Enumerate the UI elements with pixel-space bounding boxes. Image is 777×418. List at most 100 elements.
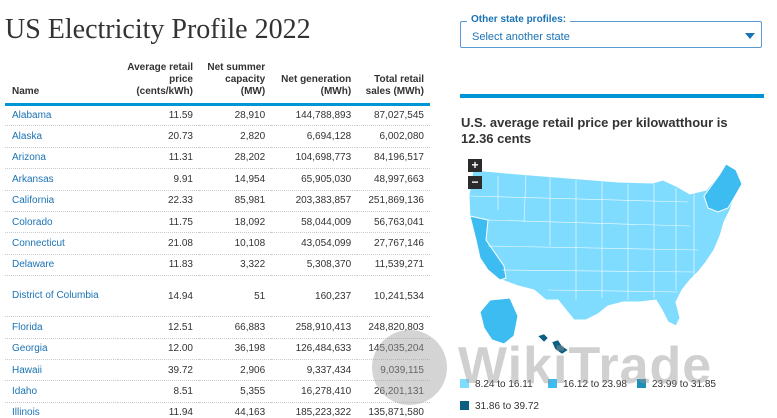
sales-cell: 26,201,131 bbox=[357, 380, 430, 403]
watermark: WikiTrade bbox=[372, 330, 772, 405]
generation-cell: 5,308,370 bbox=[271, 254, 358, 277]
table-row: Colorado 11.75 18,092 58,044,009 56,763,041 bbox=[5, 211, 430, 234]
price-cell: 11.31 bbox=[117, 147, 199, 170]
sales-cell: 145,035,204 bbox=[357, 338, 430, 360]
table-row: Idaho 8.51 5,355 16,278,410 26,201,131 bbox=[5, 380, 430, 403]
price-cell: 11.83 bbox=[117, 254, 199, 277]
generation-cell: 16,278,410 bbox=[271, 380, 358, 403]
section-divider bbox=[460, 94, 764, 98]
map-legend: 8.24 to 16.11 16.12 to 23.98 23.99 to 31… bbox=[460, 379, 765, 415]
state-link[interactable]: Idaho bbox=[5, 380, 118, 403]
table-row: Delaware 11.83 3,322 5,308,370 11,539,271 bbox=[5, 254, 430, 277]
select-legend: Other state profiles: bbox=[467, 14, 571, 25]
table-row: Arkansas 9.91 14,954 65,905,030 48,997,663 bbox=[5, 168, 430, 191]
capacity-cell: 18,092 bbox=[199, 211, 272, 234]
state-link[interactable]: Hawaii bbox=[5, 359, 118, 382]
generation-cell: 65,905,030 bbox=[271, 168, 358, 191]
table-row: Alaska 20.73 2,820 6,694,128 6,002,080 bbox=[5, 125, 430, 148]
caret-down-icon[interactable] bbox=[745, 33, 755, 39]
table-row: Hawaii 39.72 2,906 9,337,434 9,039,115 bbox=[5, 359, 430, 382]
us-price-map[interactable] bbox=[458, 150, 768, 368]
state-link[interactable]: Alabama bbox=[5, 104, 118, 127]
capacity-cell: 36,198 bbox=[199, 338, 272, 360]
table-row: Alabama 11.59 28,910 144,788,893 87,027,545 bbox=[5, 104, 430, 127]
sales-cell: 251,869,136 bbox=[357, 190, 430, 212]
hawaii[interactable] bbox=[537, 333, 569, 355]
generation-cell: 185,223,322 bbox=[271, 402, 358, 418]
capacity-cell: 44,163 bbox=[199, 402, 272, 418]
capacity-cell: 51 bbox=[199, 275, 272, 318]
watermark-logo-icon bbox=[372, 330, 447, 405]
state-profile-select[interactable]: Other state profiles: Select another sta… bbox=[460, 14, 762, 48]
capacity-cell: 3,322 bbox=[199, 254, 272, 277]
california[interactable] bbox=[469, 215, 507, 281]
select-value[interactable]: Select another state bbox=[472, 31, 570, 43]
state-link[interactable]: Delaware bbox=[5, 254, 118, 277]
table-row: Connecticut 21.08 10,108 43,054,099 27,767,1… bbox=[5, 232, 430, 255]
generation-cell: 43,054,099 bbox=[271, 232, 358, 255]
price-cell: 14.94 bbox=[117, 275, 199, 318]
sales-cell: 27,767,146 bbox=[357, 232, 430, 255]
state-link[interactable]: Arizona bbox=[5, 147, 118, 170]
price-cell: 12.51 bbox=[117, 316, 199, 339]
legend-swatch bbox=[460, 401, 469, 410]
table-row: Florida 12.51 66,883 258,910,413 248,820,803 bbox=[5, 316, 430, 339]
alaska[interactable] bbox=[479, 297, 519, 345]
state-link[interactable]: Arkansas bbox=[5, 168, 118, 191]
sales-cell: 48,997,663 bbox=[357, 168, 430, 191]
zoom-in-button[interactable]: + bbox=[468, 159, 482, 172]
state-link[interactable]: Connecticut bbox=[5, 232, 118, 255]
legend-item: 8.24 to 16.11 bbox=[460, 379, 533, 390]
state-link[interactable]: District of Columbia bbox=[5, 275, 118, 318]
generation-cell: 126,484,633 bbox=[271, 338, 358, 360]
header-sales[interactable]: Total retail sales (MWh) bbox=[357, 62, 430, 106]
price-cell: 22.33 bbox=[117, 190, 199, 212]
table-row: Georgia 12.00 36,198 126,484,633 145,035,204 bbox=[5, 338, 430, 360]
header-name[interactable]: Name bbox=[5, 62, 118, 106]
northeast-states[interactable] bbox=[703, 163, 743, 213]
header-capacity[interactable]: Net summer capacity (MW) bbox=[199, 62, 272, 106]
generation-cell: 258,910,413 bbox=[271, 316, 358, 339]
capacity-cell: 10,108 bbox=[199, 232, 272, 255]
table-row: Illinois 11.94 44,163 185,223,322 135,871,58… bbox=[5, 402, 430, 418]
header-price[interactable]: Average retail price (cents/kWh) bbox=[117, 62, 199, 106]
price-cell: 12.00 bbox=[117, 338, 199, 360]
state-link[interactable]: Georgia bbox=[5, 338, 118, 360]
price-cell: 11.75 bbox=[117, 211, 199, 234]
sales-cell: 84,196,517 bbox=[357, 147, 430, 170]
price-cell: 21.08 bbox=[117, 232, 199, 255]
sales-cell: 135,871,580 bbox=[357, 402, 430, 418]
sales-cell: 248,820,803 bbox=[357, 316, 430, 339]
watermark-text: WikiTrade bbox=[458, 337, 713, 395]
sales-cell: 10,241,534 bbox=[357, 275, 430, 318]
generation-cell: 58,044,009 bbox=[271, 211, 358, 234]
price-cell: 9.91 bbox=[117, 168, 199, 191]
state-link[interactable]: California bbox=[5, 190, 118, 212]
table-header-row: Name Average retail price (cents/kWh) Net … bbox=[5, 62, 430, 106]
zoom-out-button[interactable]: − bbox=[468, 176, 482, 189]
contiguous-us[interactable] bbox=[468, 163, 743, 327]
capacity-cell: 66,883 bbox=[199, 316, 272, 339]
state-link[interactable]: Florida bbox=[5, 316, 118, 339]
capacity-cell: 5,355 bbox=[199, 380, 272, 403]
sales-cell: 87,027,545 bbox=[357, 104, 430, 127]
price-cell: 39.72 bbox=[117, 359, 199, 382]
capacity-cell: 2,906 bbox=[199, 359, 272, 382]
map-title: U.S. average retail price per kilowattho… bbox=[461, 115, 728, 146]
capacity-cell: 2,820 bbox=[199, 125, 272, 148]
header-generation[interactable]: Net generation (MWh) bbox=[271, 62, 358, 106]
state-link[interactable]: Colorado bbox=[5, 211, 118, 234]
table-row: District of Columbia 14.94 51 160,237 10,241… bbox=[5, 275, 430, 318]
price-cell: 8.51 bbox=[117, 380, 199, 403]
state-link[interactable]: Illinois bbox=[5, 402, 118, 418]
state-link[interactable]: Alaska bbox=[5, 125, 118, 148]
sales-cell: 56,763,041 bbox=[357, 211, 430, 234]
generation-cell: 9,337,434 bbox=[271, 359, 358, 382]
price-cell: 11.94 bbox=[117, 402, 199, 418]
price-cell: 11.59 bbox=[117, 104, 199, 127]
legend-swatch bbox=[460, 379, 469, 388]
generation-cell: 203,383,857 bbox=[271, 190, 358, 212]
price-cell: 20.73 bbox=[117, 125, 199, 148]
legend-swatch bbox=[637, 379, 646, 388]
sales-cell: 11,539,271 bbox=[357, 254, 430, 277]
